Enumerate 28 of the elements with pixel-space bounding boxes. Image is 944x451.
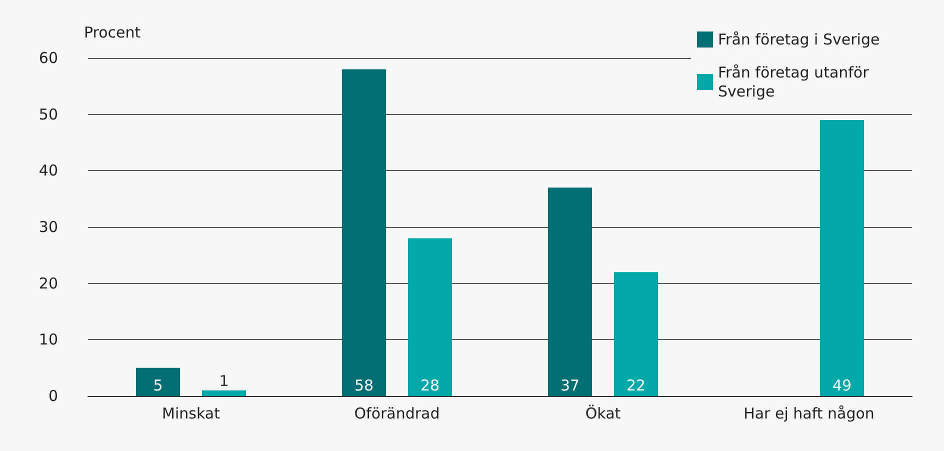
data-label: 28 xyxy=(420,376,440,394)
bar xyxy=(820,120,864,396)
data-label: 37 xyxy=(560,376,580,394)
y-tick-label: 10 xyxy=(38,330,58,349)
bar xyxy=(342,69,386,396)
bar xyxy=(202,390,246,396)
y-tick-label: 0 xyxy=(48,387,58,405)
data-label: 49 xyxy=(832,376,852,394)
bar xyxy=(136,368,180,396)
data-label: 1 xyxy=(219,372,229,390)
y-tick-label: 40 xyxy=(38,162,58,180)
y-axis-title: Procent xyxy=(84,24,141,42)
data-label: 22 xyxy=(626,376,646,394)
legend-label: Från företag i Sverige xyxy=(718,30,880,48)
bar xyxy=(548,188,592,396)
bar xyxy=(408,238,452,396)
y-tick-label: 20 xyxy=(38,274,58,292)
x-tick-label: Oförändrad xyxy=(354,404,440,422)
x-tick-label: Minskat xyxy=(162,404,220,422)
bar xyxy=(614,272,658,396)
y-tick-label: 60 xyxy=(38,49,58,67)
y-tick-label: 30 xyxy=(38,218,58,236)
legend-label: Från företag utanför Sverige xyxy=(718,64,874,100)
data-label: 58 xyxy=(354,376,374,394)
data-label: 5 xyxy=(153,376,163,394)
y-tick-label: 50 xyxy=(38,105,58,124)
x-tick-label: Har ej haft någon xyxy=(744,404,874,422)
x-tick-label: Ökat xyxy=(585,404,621,422)
